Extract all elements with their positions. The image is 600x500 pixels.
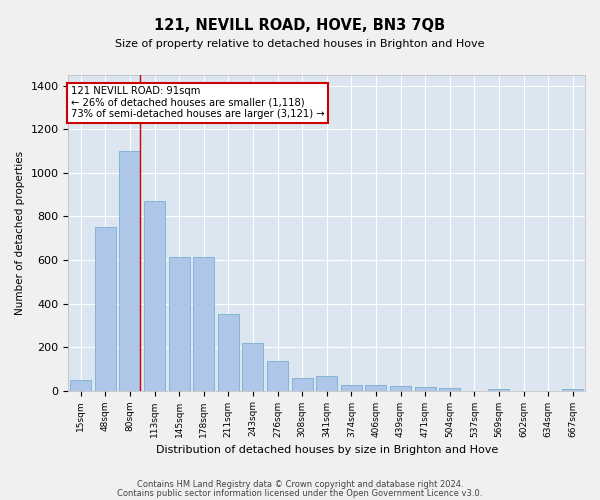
Text: Size of property relative to detached houses in Brighton and Hove: Size of property relative to detached ho…	[115, 39, 485, 49]
Bar	[341, 385, 362, 390]
Text: 121 NEVILL ROAD: 91sqm
← 26% of detached houses are smaller (1,118)
73% of semi-: 121 NEVILL ROAD: 91sqm ← 26% of detached…	[71, 86, 325, 119]
Bar	[365, 385, 386, 390]
Bar	[95, 228, 116, 390]
Bar	[292, 378, 313, 390]
X-axis label: Distribution of detached houses by size in Brighton and Hove: Distribution of detached houses by size …	[155, 445, 498, 455]
Text: Contains public sector information licensed under the Open Government Licence v3: Contains public sector information licen…	[118, 489, 482, 498]
Bar	[242, 342, 263, 390]
Bar	[119, 151, 140, 390]
Bar	[218, 314, 239, 390]
Bar	[415, 388, 436, 390]
Bar	[267, 361, 288, 390]
Y-axis label: Number of detached properties: Number of detached properties	[15, 150, 25, 315]
Bar	[439, 388, 460, 390]
Bar	[169, 256, 190, 390]
Bar	[316, 376, 337, 390]
Text: Contains HM Land Registry data © Crown copyright and database right 2024.: Contains HM Land Registry data © Crown c…	[137, 480, 463, 489]
Bar	[390, 386, 411, 390]
Bar	[70, 380, 91, 390]
Bar	[488, 389, 509, 390]
Text: 121, NEVILL ROAD, HOVE, BN3 7QB: 121, NEVILL ROAD, HOVE, BN3 7QB	[154, 18, 446, 32]
Bar	[193, 256, 214, 390]
Bar	[144, 201, 165, 390]
Bar	[562, 389, 583, 390]
